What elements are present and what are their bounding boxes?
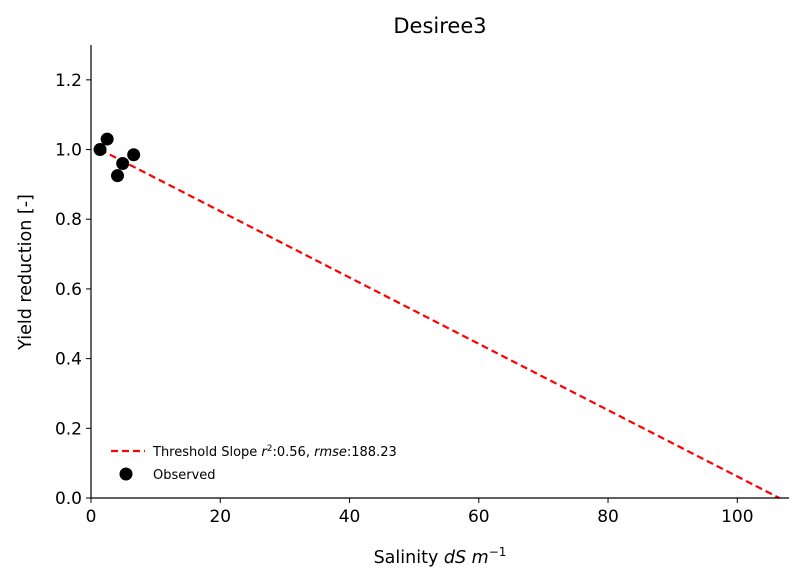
x-axis-ticks: 0 20 40 60 80 100 bbox=[86, 498, 754, 527]
y-tick-label: 0.8 bbox=[55, 210, 82, 230]
legend-swatch-observed bbox=[119, 467, 133, 481]
threshold-slope-line bbox=[99, 148, 780, 499]
x-tick-label: 40 bbox=[339, 507, 361, 527]
y-axis-ticks: 0.0 0.2 0.4 0.6 0.8 1.0 1.2 bbox=[55, 71, 91, 509]
observed-point bbox=[93, 143, 107, 157]
chart-title: Desiree3 bbox=[393, 14, 486, 38]
observed-point bbox=[127, 148, 141, 162]
observed-point bbox=[110, 169, 124, 183]
y-tick-label: 1.0 bbox=[55, 141, 82, 161]
x-tick-label: 60 bbox=[468, 507, 490, 527]
y-axis-label: Yield reduction [-] bbox=[16, 194, 36, 351]
legend-label-threshold-slope: Threshold Slope r2:0.56, rmse:188.23 bbox=[152, 444, 397, 460]
observed-point bbox=[100, 132, 114, 146]
y-tick-label: 0.2 bbox=[55, 419, 82, 439]
legend: Threshold Slope r2:0.56, rmse:188.23 Obs… bbox=[111, 444, 397, 483]
fit-line-layer bbox=[99, 148, 780, 499]
observed-point bbox=[116, 156, 130, 170]
observed-points-layer bbox=[93, 132, 141, 183]
y-tick-label: 0.4 bbox=[55, 350, 82, 370]
x-tick-label: 100 bbox=[721, 507, 753, 527]
x-tick-label: 20 bbox=[209, 507, 231, 527]
x-tick-label: 80 bbox=[597, 507, 619, 527]
y-tick-label: 1.2 bbox=[55, 71, 82, 91]
x-tick-label: 0 bbox=[86, 507, 97, 527]
x-axis-label: Salinity dS m−1 bbox=[374, 545, 507, 568]
y-tick-label: 0.0 bbox=[55, 489, 82, 509]
y-tick-label: 0.6 bbox=[55, 280, 82, 300]
legend-label-observed: Observed bbox=[153, 468, 216, 483]
